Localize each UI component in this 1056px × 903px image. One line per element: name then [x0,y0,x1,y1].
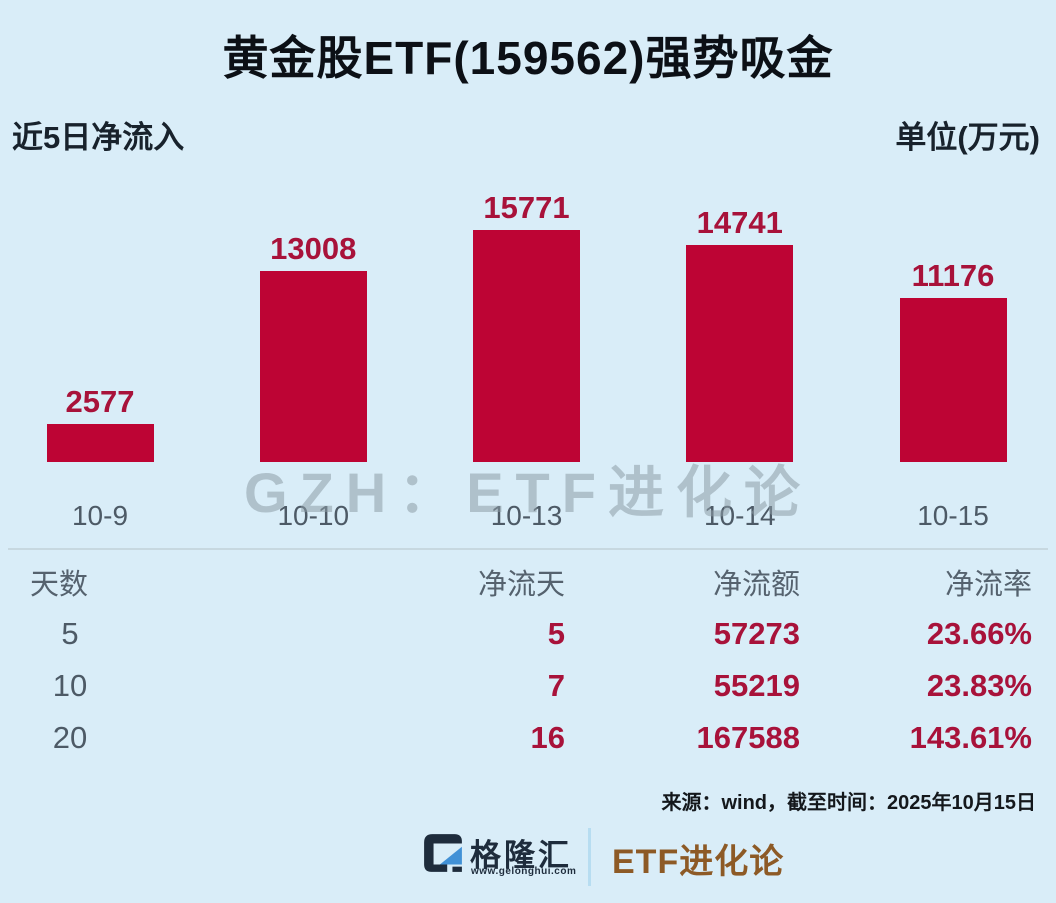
x-axis-label: 10-9 [71,500,129,531]
bar-value-label: 14741 [696,205,783,240]
source-note: 来源：wind，截至时间：2025年10月15日 [661,792,1036,814]
footer-divider [588,828,591,886]
brand-url: www.gelonghui.com [471,866,577,877]
table-cell: 5 [61,616,79,651]
table-divider [8,548,1048,550]
table-cell: 16 [530,720,565,755]
x-axis-label: 10-13 [490,500,563,531]
bar [473,230,580,462]
chart-subtitle: 近5日净流入 [12,120,185,155]
table-cell: 10 [52,668,88,703]
x-axis-label: 10-14 [703,500,776,531]
unit-label: 单位(万元) [895,120,1040,155]
bar-value-label: 2577 [65,384,135,419]
bar [899,298,1007,462]
gelonghui-logo-icon [424,834,462,872]
table-cell: 57273 [713,616,800,651]
table-header-cell: 净流额 [712,569,800,601]
table-cell: 23.66% [926,616,1032,651]
bar [686,245,794,462]
right-brand: ETF进化论 [612,843,785,881]
table-cell: 55219 [713,668,800,703]
page-title: 黄金股ETF(159562)强势吸金 [222,32,834,84]
brand-name: 格隆汇 [470,838,572,873]
bar-value-label: 13008 [270,231,357,266]
bar-value-label: 15771 [483,190,570,225]
table-cell: 143.61% [909,720,1032,755]
stats-table: 天数 净流天 净流额 净流率 5 5 57273 23.66% 10 7 55219 23.83% 20… [30,556,1032,764]
bar [259,271,367,462]
table-header-cell: 净流率 [944,569,1032,601]
x-axis-label: 10-10 [277,500,350,531]
table-header-cell: 天数 [30,569,89,601]
table-cell: 7 [547,668,565,703]
bar-value-label: 11176 [911,258,995,293]
table-cell: 5 [547,616,565,651]
table-cell: 23.83% [926,668,1032,703]
table-cell: 167588 [696,720,800,755]
x-axis-label: 10-15 [917,500,989,531]
table-header-cell: 净流天 [477,569,565,601]
bar [46,424,154,462]
table-cell: 20 [52,720,88,755]
